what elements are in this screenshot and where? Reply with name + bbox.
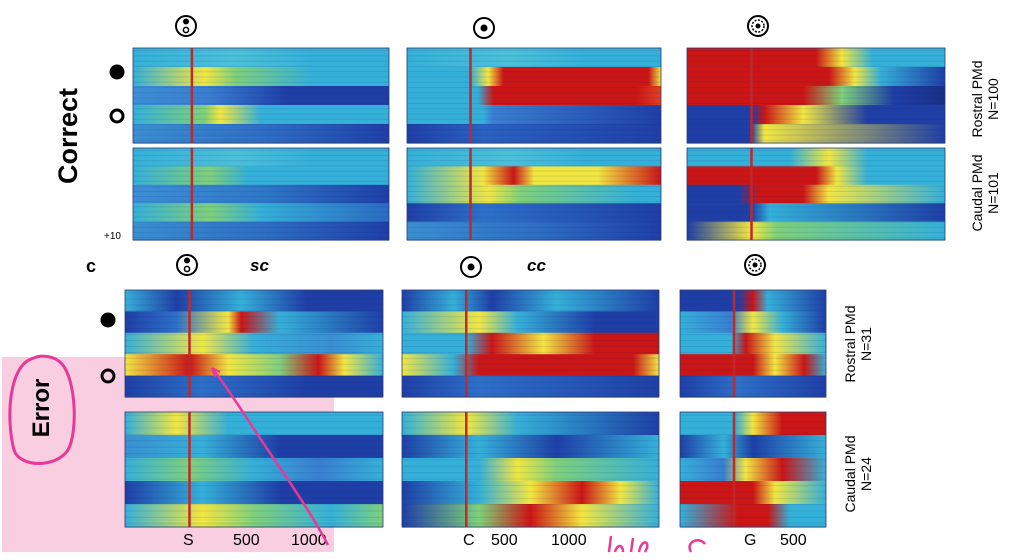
filled-dot-icon [109, 64, 125, 80]
x-tick-500: 500 [491, 532, 518, 549]
heatmap-row [407, 203, 661, 223]
color-cue-icon [460, 256, 482, 278]
heatmap-row [133, 184, 389, 204]
go-signal-icon [747, 15, 769, 37]
heatmap-row [407, 184, 661, 204]
heatmap-row [687, 105, 945, 125]
heatmap-border [679, 411, 827, 528]
heatmap-row [680, 435, 826, 459]
same-color-cue-icon [175, 15, 197, 37]
handwriting-mark [607, 535, 706, 553]
open-dot-icon [100, 368, 116, 384]
heatmap-border [132, 47, 390, 144]
error-circle-annotation [8, 354, 76, 465]
heatmap-row [402, 458, 659, 482]
annotation-arrow [211, 367, 330, 546]
open-dot-icon [109, 108, 125, 124]
error-row-label: Error [28, 378, 55, 438]
color-cue-icon [473, 17, 495, 39]
heatmap-row [133, 221, 389, 241]
heatmap-border [686, 47, 946, 144]
heatmap-row [680, 290, 826, 312]
heatmap-row [680, 375, 826, 398]
heatmap-row [680, 311, 826, 334]
heatmap-border [124, 289, 384, 398]
heatmap-row [680, 354, 826, 377]
heatmap-row [133, 124, 389, 144]
caudal-pmd-label-bottom: Caudal PMd N=24 [842, 435, 874, 513]
heatmap-row [680, 332, 826, 355]
scale-label: +10 [104, 231, 121, 242]
heatmap-border [401, 289, 660, 398]
heatmap-border [124, 411, 384, 528]
heatmap-row [687, 203, 945, 223]
heatmap-row [133, 203, 389, 223]
heatmap-row [133, 148, 389, 167]
heatmap-border [406, 47, 662, 144]
heatmap-row [133, 86, 389, 106]
heatmap-row [680, 504, 826, 528]
same-color-cue-icon [176, 254, 198, 276]
heatmap-border [132, 147, 390, 241]
heatmap-row [133, 67, 389, 87]
heatmap-row [687, 184, 945, 204]
heatmap-row [402, 481, 659, 505]
condition-label-sc: sc [250, 256, 269, 275]
heatmap-row [125, 332, 383, 355]
correct-row-label: Correct [53, 87, 83, 185]
x-tick-s: S [183, 532, 194, 549]
heatmap-row [680, 458, 826, 482]
x-tick-1000: 1000 [551, 532, 587, 549]
condition-label-cc: cc [527, 256, 546, 275]
heatmap-border [406, 147, 662, 241]
x-tick-500: 500 [233, 532, 260, 549]
heatmap-row [133, 166, 389, 186]
x-tick-c: C [463, 532, 475, 549]
rostral-pmd-label-top: Rostral PMd N=100 [969, 60, 1001, 138]
rostral-pmd-label-bottom: Rostral PMd N=31 [842, 305, 874, 383]
panel-letter: c [86, 256, 97, 276]
heatmap-row [407, 86, 661, 106]
heatmap-row [133, 48, 389, 68]
caudal-pmd-label-top: Caudal PMd N=101 [969, 154, 1001, 232]
heatmap-row [402, 332, 659, 355]
x-tick-500: 500 [780, 532, 807, 549]
go-signal-icon [744, 254, 766, 276]
heatmap-row [680, 412, 826, 436]
heatmap-border [686, 147, 946, 241]
heatmap-row [687, 86, 945, 106]
heatmap-row [133, 105, 389, 125]
x-tick-1000: 1000 [291, 532, 327, 549]
heatmap-row [407, 105, 661, 125]
heatmap-border [679, 289, 827, 398]
x-tick-g: G [744, 532, 757, 549]
heatmap-row [680, 481, 826, 505]
heatmap-row [402, 354, 659, 377]
heatmap-border [401, 411, 660, 528]
filled-dot-icon [100, 312, 116, 328]
